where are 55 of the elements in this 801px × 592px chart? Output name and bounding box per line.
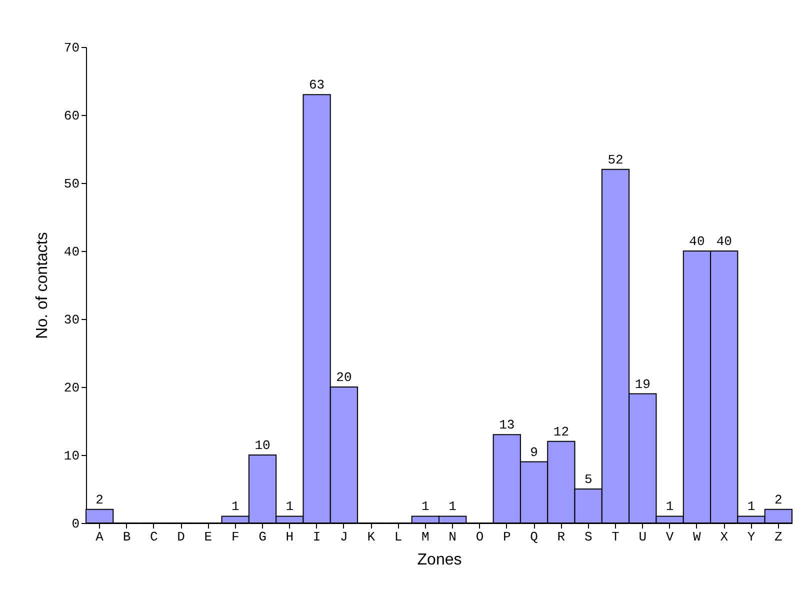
x-tick-label: E — [204, 530, 212, 544]
x-tick-label: N — [448, 530, 456, 544]
x-tick-label: B — [122, 530, 131, 544]
x-tick-label: Q — [530, 530, 538, 544]
data-label: 40 — [689, 234, 705, 249]
y-tick-label: 50 — [64, 176, 80, 192]
y-axis-title: No. of contacts — [34, 232, 51, 339]
x-tick-label: M — [422, 530, 430, 544]
x-tick-label: X — [720, 530, 728, 544]
data-label: 1 — [231, 499, 240, 514]
x-tick-label: O — [476, 530, 484, 544]
y-tick-label: 30 — [64, 312, 80, 328]
x-tick-label: U — [638, 530, 647, 544]
data-label: 5 — [584, 472, 592, 487]
data-label: 12 — [553, 424, 569, 440]
data-label: 63 — [309, 78, 325, 93]
x-tick-label: F — [231, 530, 240, 544]
x-tick-label: R — [557, 530, 566, 544]
data-label: 40 — [716, 234, 732, 249]
y-tick-label: 20 — [64, 380, 80, 396]
x-tick-label: S — [584, 530, 592, 544]
y-tick-label: 0 — [72, 516, 80, 532]
x-tick-label: Z — [774, 530, 783, 544]
x-tick-label: Y — [747, 530, 756, 544]
data-label: 1 — [286, 499, 294, 514]
data-label: 13 — [499, 418, 515, 433]
y-tick-label: 60 — [64, 108, 80, 124]
data-label: 2 — [774, 492, 782, 508]
y-tick-label: 70 — [64, 40, 80, 56]
x-tick-label: V — [666, 530, 674, 544]
x-tick-label: L — [394, 530, 402, 544]
data-label: 1 — [422, 499, 430, 514]
data-label: 10 — [254, 438, 270, 453]
y-tick-label: 10 — [64, 448, 80, 464]
x-tick-label: H — [286, 530, 294, 544]
y-tick-label: 40 — [64, 244, 80, 260]
x-tick-label: J — [340, 530, 348, 544]
x-tick-label: W — [693, 530, 702, 544]
data-label: 1 — [666, 499, 674, 514]
data-label: 1 — [448, 499, 457, 514]
x-tick-label: K — [367, 530, 376, 544]
data-label: 2 — [96, 492, 104, 508]
x-tick-label: P — [502, 530, 511, 544]
data-label: 20 — [336, 370, 352, 385]
x-tick-label: I — [312, 530, 321, 544]
x-tick-label: D — [177, 530, 186, 544]
data-label: 1 — [747, 499, 756, 514]
x-tick-label: T — [612, 530, 620, 544]
data-label: 9 — [530, 444, 538, 460]
x-tick-label: C — [150, 530, 158, 544]
x-tick-label: G — [258, 530, 266, 544]
data-label: 52 — [608, 152, 624, 168]
x-axis-title: Zones — [417, 552, 462, 568]
data-label: 19 — [634, 376, 650, 392]
x-tick-label: A — [96, 530, 104, 544]
